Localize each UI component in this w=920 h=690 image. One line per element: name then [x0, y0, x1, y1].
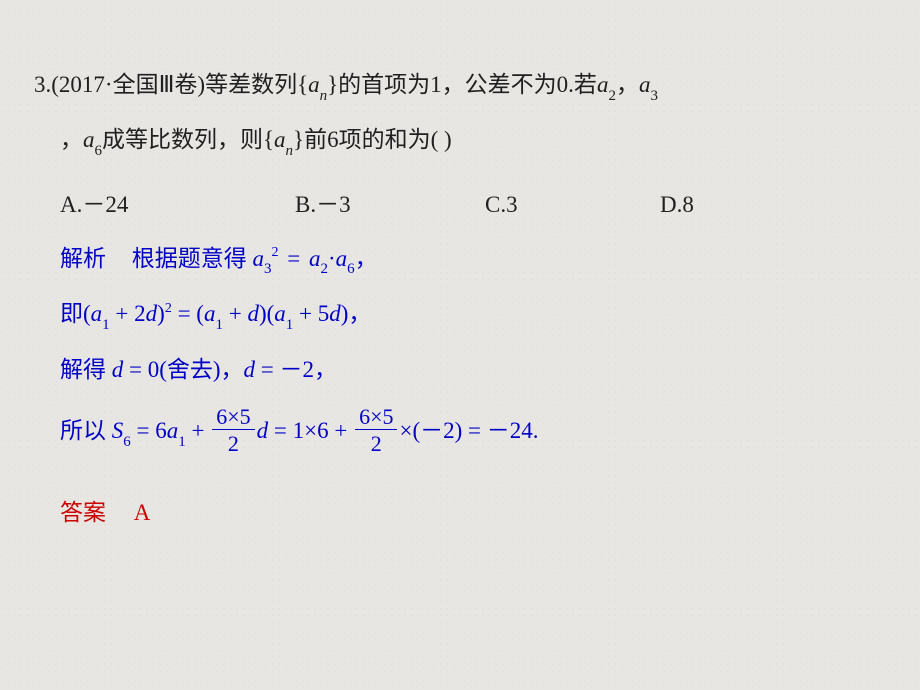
seq-var-a-2: a — [274, 127, 286, 152]
options-row: A.－24 B.－3 C.3 D.8 — [34, 188, 886, 223]
fraction-2: 6×5 2 — [355, 404, 397, 458]
solution-block: 解析 根据题意得 a32 = a2·a6， 即(a1 + 2d)2 = (a1 … — [34, 243, 886, 460]
frac2-den: 2 — [355, 430, 397, 458]
sol3-a: 解得 — [60, 357, 112, 382]
fraction-1: 6×5 2 — [212, 404, 254, 458]
sol4-tail: ×(－2) = －24. — [399, 418, 538, 443]
answer-value: A — [134, 500, 151, 525]
sol1-a2: a — [309, 246, 321, 271]
option-b: B.－3 — [295, 188, 485, 223]
solution-line-3: 解得 d = 0(舍去)，d = －2， — [60, 354, 886, 386]
sol2-a1c-sub: 1 — [286, 317, 294, 333]
solution-line-4: 所以 S6 = 6a1 + 6×5 2 d = 1×6 + 6×5 2 ×(－2… — [60, 406, 886, 460]
q2-comma: ， — [60, 127, 83, 152]
sol2-eq: = ( — [172, 301, 204, 326]
q-text-1: 等差数列{ — [205, 72, 308, 97]
sol2-a1c: a — [274, 301, 286, 326]
sol4-a1-sub: 1 — [178, 434, 186, 450]
answer-label: 答案 — [60, 500, 106, 525]
sol2-rp: ) — [157, 301, 165, 326]
sol1-a6-sub: 6 — [347, 261, 355, 277]
a6-var: a — [83, 127, 95, 152]
sol4-a1: a — [167, 418, 179, 443]
a3-var: a — [639, 72, 651, 97]
sol2-a1b-sub: 1 — [215, 317, 223, 333]
comma-1: ， — [616, 72, 639, 97]
option-c: C.3 — [485, 188, 660, 223]
sol2-d3: d — [329, 301, 341, 326]
sol3-d1: d — [112, 357, 124, 382]
sol2-a1b: a — [204, 301, 216, 326]
sol2-p1: + 2 — [110, 301, 146, 326]
sol3-m1: = 0(舍去)， — [123, 357, 243, 382]
sol2-mid: )( — [259, 301, 274, 326]
seq-sub-n: n — [320, 88, 328, 104]
q2-mid: 成等比数列，则{ — [102, 127, 274, 152]
sol2-d1: d — [146, 301, 158, 326]
sol4-eq2: = 1×6 + — [268, 418, 353, 443]
sol1-a2-sub: 2 — [320, 261, 328, 277]
sol4-eq1: = 6 — [131, 418, 167, 443]
sol4-d: d — [257, 418, 269, 443]
option-d: D.8 — [660, 188, 694, 223]
sol1-a6: a — [336, 246, 348, 271]
sol2-d2: d — [247, 301, 259, 326]
question-body-line1: (2017·全国Ⅲ卷)等差数列{an}的首项为1，公差不为0.若a2，a3 — [51, 68, 658, 105]
sol2-tail: )， — [341, 301, 372, 326]
q2-end: }前6项的和为( ) — [293, 127, 452, 152]
sol2-p3: + 5 — [293, 301, 329, 326]
slide-page: 3. (2017·全国Ⅲ卷)等差数列{an}的首项为1，公差不为0.若a2，a3… — [0, 0, 920, 530]
sol1-eq: = — [282, 246, 306, 271]
sol4-a: 所以 — [60, 418, 112, 443]
a6-sub: 6 — [95, 143, 103, 159]
a3-sub: 3 — [650, 88, 658, 104]
frac1-num: 6×5 — [212, 404, 254, 430]
sol1-dot: · — [328, 246, 336, 271]
sol1-text: 根据题意得 — [132, 246, 253, 271]
frac2-num: 6×5 — [355, 404, 397, 430]
sol2-a1-sub: 1 — [102, 317, 110, 333]
a2-var: a — [597, 72, 609, 97]
frac1-den: 2 — [212, 430, 254, 458]
sol3-m2: = －2， — [255, 357, 337, 382]
source-tag: (2017·全国Ⅲ卷) — [51, 72, 205, 97]
sol2-sq: 2 — [165, 301, 172, 316]
question-line-1: 3. (2017·全国Ⅲ卷)等差数列{an}的首项为1，公差不为0.若a2，a3 — [34, 68, 886, 105]
sol4-S: S — [112, 418, 124, 443]
solution-line-1: 解析 根据题意得 a32 = a2·a6， — [60, 243, 886, 279]
sol2-p2: + — [223, 301, 247, 326]
question-number: 3. — [34, 68, 51, 105]
sol4-plus: + — [186, 418, 210, 443]
sol1-a3: a — [253, 246, 265, 271]
a2-sub: 2 — [608, 88, 616, 104]
sol1-a3-sq: 2 — [272, 245, 279, 260]
sol1-tail: ， — [355, 246, 378, 271]
sol2-a1: a — [91, 301, 103, 326]
sol3-d2: d — [244, 357, 256, 382]
option-a: A.－24 — [60, 188, 295, 223]
seq-var-a: a — [308, 72, 320, 97]
solution-label: 解析 — [60, 246, 106, 271]
seq-sub-n-2: n — [286, 143, 294, 159]
sol4-S-sub: 6 — [123, 434, 131, 450]
q-text-2: }的首项为1，公差不为0.若 — [327, 72, 597, 97]
sol1-a3-sub: 3 — [264, 261, 272, 277]
question-line-2: ，a6成等比数列，则{an}前6项的和为( ) — [34, 123, 886, 160]
answer-row: 答案 A — [34, 496, 886, 531]
solution-line-2: 即(a1 + 2d)2 = (a1 + d)(a1 + 5d)， — [60, 298, 886, 334]
sol2-a: 即( — [60, 301, 91, 326]
